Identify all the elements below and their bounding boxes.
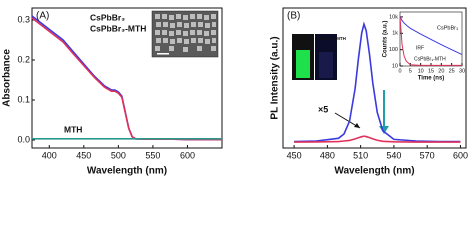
y-tick-label: 0.1 — [17, 94, 30, 104]
scale-bar — [157, 53, 169, 55]
plot-area — [282, 7, 467, 149]
y-tick-label: 10k — [389, 14, 398, 20]
legend-entry: CsPbBr₃-MTH — [90, 23, 146, 33]
x-tick-label: 600 — [180, 150, 195, 160]
y-tick-label: 0.3 — [17, 14, 30, 24]
y-axis-label: Counts (a.u.) — [383, 21, 389, 58]
x-tick-label: 510 — [353, 150, 368, 160]
y-tick-label: 100 — [389, 47, 398, 53]
y-axis-label: Absorbance — [2, 49, 13, 107]
x-tick-label: 400 — [42, 150, 57, 160]
legend-entry: CsPbBr₃ — [90, 12, 125, 22]
x-tick-label: 450 — [287, 150, 302, 160]
figure: 400 450 500 550 600 0.0 0.1 0.2 0.3 Wavelength (n… — [0, 0, 474, 180]
y-axis-label: PL Intensity (a.u.) — [270, 36, 281, 119]
x-tick-label: 550 — [145, 150, 160, 160]
series-line — [294, 21, 461, 143]
y-tick-label: 10 — [392, 63, 398, 69]
x-tick-label: 0 — [398, 68, 401, 74]
series-label: CsPbBr₃ — [437, 25, 458, 31]
y-tick-label: 1k — [392, 31, 398, 37]
series-line — [399, 16, 463, 56]
background — [0, 0, 474, 180]
x-tick-label: 480 — [320, 150, 335, 160]
panel-label: (B) — [287, 11, 300, 22]
annotation: CsPbBr₃-MTH — [316, 36, 346, 41]
x-axis-label: Wavelength (nm) — [87, 166, 167, 177]
legend-entry: MTH — [64, 124, 82, 134]
x-axis-label: Time (ns) — [418, 76, 445, 82]
x-tick-label: 540 — [386, 150, 401, 160]
plot-area — [31, 7, 223, 149]
x-tick-label: 20 — [438, 68, 444, 74]
x-tick-label: 5 — [409, 68, 412, 74]
series-line — [399, 16, 462, 66]
y-tick-label: 0.2 — [17, 54, 30, 64]
x-tick-label: 15 — [428, 68, 434, 74]
annotation: IRF — [416, 45, 424, 51]
x-tick-label: 30 — [459, 68, 465, 74]
y-tick-label: 0.0 — [17, 134, 30, 144]
series-label: CsPbBr₃-MTH — [414, 56, 446, 62]
panel-label: (A) — [36, 11, 49, 22]
vial-glow — [296, 50, 310, 78]
vial-dark — [319, 52, 333, 78]
x-tick-label: 600 — [453, 150, 468, 160]
arrow-x5-head — [354, 123, 360, 128]
x-tick-label: 450 — [76, 150, 91, 160]
annotation: CsPbBr₃ — [292, 36, 311, 41]
x-axis-label: Wavelength (nm) — [334, 166, 414, 177]
x-tick-label: 500 — [111, 150, 126, 160]
plots: 400 450 500 550 600 0.0 0.1 0.2 0.3 Wavelength (n… — [2, 7, 468, 177]
series-line — [294, 135, 461, 143]
x-tick-label: 10 — [418, 68, 424, 74]
x-tick-label: 25 — [449, 68, 455, 74]
annotation: ×5 — [318, 104, 328, 114]
tem-particles — [155, 14, 216, 52]
x-tick-label: 570 — [420, 150, 435, 160]
